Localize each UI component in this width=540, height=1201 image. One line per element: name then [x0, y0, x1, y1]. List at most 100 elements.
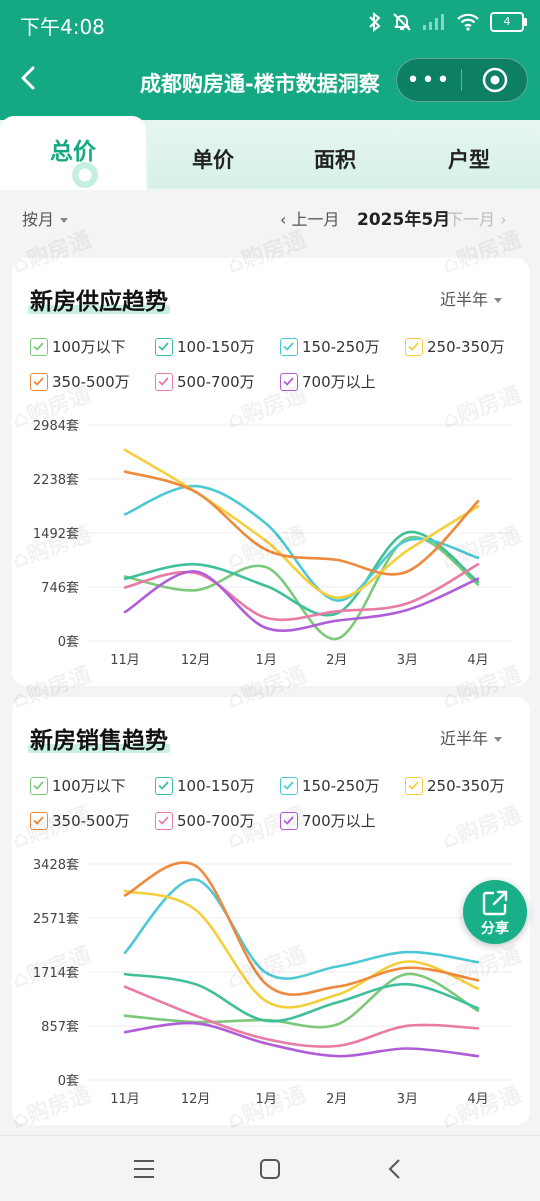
nav-bar: 成都购房通-楼市数据洞察 ••• — [0, 46, 540, 120]
y-tick-label: 2238套 — [33, 472, 79, 488]
share-button[interactable]: 分享 — [463, 880, 527, 944]
close-button[interactable] — [462, 67, 527, 93]
x-tick-label: 11月 — [110, 653, 140, 668]
share-icon — [482, 890, 508, 916]
back-arrow-icon[interactable] — [14, 62, 42, 94]
legend-item[interactable]: 700万以上 — [280, 810, 376, 831]
checkbox-checked-icon — [280, 776, 298, 795]
y-tick-label: 0套 — [58, 1073, 79, 1089]
series-line — [123, 530, 480, 617]
tab-total-price[interactable]: 总价 — [0, 116, 146, 190]
legend-item[interactable]: 500-700万 — [155, 371, 255, 392]
tab-active-decoration — [72, 162, 98, 188]
sales-trend-card: 新房销售趋势 近半年 100万以下 100-150万 150-250万 250-350… — [12, 697, 530, 1125]
series-line — [123, 535, 480, 641]
x-tick-label: 3月 — [397, 653, 418, 668]
x-tick-label: 4月 — [467, 653, 488, 668]
mute-bell-icon — [393, 13, 411, 31]
x-tick-label: 4月 — [467, 1092, 488, 1107]
current-month: 2025年5月 — [357, 210, 451, 230]
legend-item[interactable]: 350-500万 — [30, 371, 130, 392]
legend-item[interactable]: 150-250万 — [280, 336, 380, 357]
caret-down-icon — [494, 737, 502, 742]
series-line — [123, 878, 480, 980]
legend-label: 350-500万 — [52, 812, 130, 830]
next-month-button[interactable]: 下一月 › — [447, 210, 507, 229]
menu-icon[interactable] — [132, 1158, 156, 1180]
legend-label: 100万以下 — [52, 777, 126, 795]
tab-layout[interactable]: 户型 — [398, 130, 540, 188]
legend-label: 500-700万 — [177, 373, 255, 391]
x-tick-label: 3月 — [397, 1092, 418, 1107]
checkbox-checked-icon — [280, 337, 298, 356]
series-line — [123, 570, 480, 633]
checkbox-checked-icon — [30, 776, 48, 795]
caret-down-icon — [494, 298, 502, 303]
legend-item[interactable]: 100-150万 — [155, 336, 255, 357]
bluetooth-icon — [369, 12, 381, 32]
legend-label: 100-150万 — [177, 338, 255, 356]
share-label: 分享 — [481, 921, 509, 937]
series-line — [123, 972, 480, 1029]
legend-item[interactable]: 250-350万 — [405, 775, 505, 796]
x-tick-label: 1月 — [256, 653, 277, 668]
page-title: 成都购房通-楼市数据洞察 — [140, 72, 380, 96]
signal-icon — [423, 14, 444, 30]
y-tick-label: 746套 — [41, 580, 79, 596]
range-select[interactable]: 近半年 — [440, 725, 502, 749]
supply-line-chart: 0套 746套 1492套 2238套 2984套 11月 12月 1月 2月 3月 4月 — [33, 418, 512, 668]
y-tick-label: 3428套 — [33, 857, 79, 873]
legend-item[interactable]: 100-150万 — [155, 775, 255, 796]
card-title: 新房销售趋势 — [28, 728, 170, 754]
series-line — [123, 470, 480, 576]
month-filter-bar: 按月 ‹ 上一月 2025年5月 下一月 › — [0, 190, 540, 242]
y-tick-label: 1714套 — [33, 965, 79, 981]
x-tick-label: 11月 — [110, 1092, 140, 1107]
more-button[interactable]: ••• — [406, 67, 452, 93]
legend-label: 700万以上 — [302, 812, 376, 830]
x-tick-label: 2月 — [326, 1092, 347, 1107]
y-tick-label: 0套 — [58, 634, 79, 650]
legend-item[interactable]: 250-350万 — [405, 336, 505, 357]
prev-month-button[interactable]: ‹ 上一月 — [280, 210, 340, 229]
y-tick-label: 2984套 — [33, 418, 79, 434]
x-tick-label: 12月 — [181, 1092, 211, 1107]
legend-label: 150-250万 — [302, 338, 380, 356]
checkbox-checked-icon — [155, 811, 173, 830]
legend-label: 250-350万 — [427, 777, 505, 795]
checkbox-checked-icon — [155, 372, 173, 391]
system-nav-bar — [0, 1135, 540, 1201]
y-tick-label: 857套 — [41, 1019, 79, 1035]
range-select[interactable]: 近半年 — [440, 286, 502, 310]
checkbox-checked-icon — [280, 811, 298, 830]
checkbox-checked-icon — [155, 776, 173, 795]
y-tick-label: 1492套 — [33, 526, 79, 542]
legend-item[interactable]: 700万以上 — [280, 371, 376, 392]
supply-trend-card: 新房供应趋势 近半年 100万以下 100-150万 150-250万 250-350… — [12, 258, 530, 686]
x-tick-label: 1月 — [256, 1092, 277, 1107]
legend-item[interactable]: 100万以下 — [30, 336, 126, 357]
period-select[interactable]: 按月 — [22, 206, 69, 230]
series-line — [123, 985, 480, 1048]
checkbox-checked-icon — [30, 811, 48, 830]
home-icon[interactable] — [259, 1158, 281, 1180]
caret-down-icon — [60, 218, 69, 223]
legend-item[interactable]: 500-700万 — [155, 810, 255, 831]
legend-item[interactable]: 150-250万 — [280, 775, 380, 796]
legend-label: 100万以下 — [52, 338, 126, 356]
tab-unit-price[interactable]: 单价 — [148, 130, 278, 188]
back-icon[interactable] — [386, 1157, 404, 1181]
legend-item[interactable]: 100万以下 — [30, 775, 126, 796]
series-line — [123, 861, 480, 996]
sales-line-chart: 0套 857套 1714套 2571套 3428套 11月 12月 1月 2月 3月 4月 — [33, 857, 512, 1107]
card-title: 新房供应趋势 — [28, 289, 170, 315]
mini-program-capsule: ••• — [396, 58, 528, 102]
legend-label: 250-350万 — [427, 338, 505, 356]
series-line — [123, 972, 480, 1023]
series-line — [123, 484, 480, 602]
series-line — [123, 1021, 480, 1058]
checkbox-checked-icon — [405, 337, 423, 356]
status-bar: 下午4:08 4 — [0, 0, 540, 46]
legend-item[interactable]: 350-500万 — [30, 810, 130, 831]
tab-area[interactable]: 面积 — [270, 130, 400, 188]
